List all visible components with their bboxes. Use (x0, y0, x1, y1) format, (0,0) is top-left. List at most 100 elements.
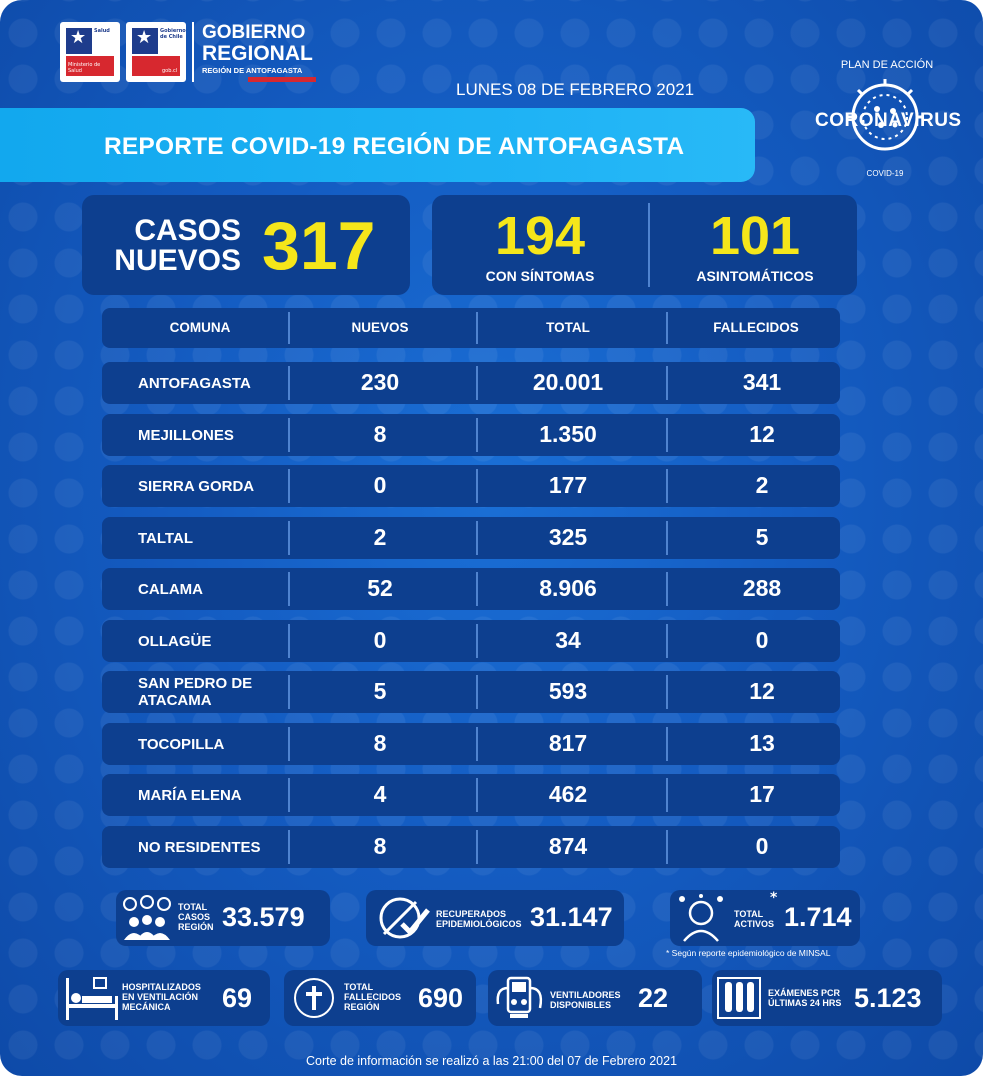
cell-comuna: MARÍA ELENA (138, 786, 242, 804)
active-note: * Según reporte epidemiológico de MINSAL (666, 948, 831, 958)
active-label: TOTAL ACTIVOS (734, 909, 775, 929)
recovered-box (366, 890, 624, 946)
recovered-label: RECUPERADOS EPIDEMIOLÓGICOS (436, 909, 522, 929)
col-fallecidos: FALLECIDOS (713, 320, 799, 335)
cross-icon (294, 978, 334, 1018)
org-line-3: REGIÓN DE ANTOFAGASTA (202, 66, 303, 75)
table-row (102, 568, 840, 610)
cell-total: 20.001 (532, 369, 604, 395)
row-separator (288, 624, 290, 658)
cell-comuna: ANTOFAGASTA (138, 374, 251, 392)
row-separator (476, 830, 478, 864)
table-header-bg (102, 308, 840, 348)
table-row (102, 362, 840, 404)
row-separator (476, 624, 478, 658)
cell-fallecidos: 13 (749, 730, 775, 756)
table-row (102, 723, 840, 765)
row-separator (666, 778, 668, 812)
row-separator (666, 624, 668, 658)
cell-nuevos: 5 (373, 678, 387, 704)
row-separator (666, 521, 668, 555)
hospitalized-value: 69 (222, 983, 253, 1013)
new-cases-label: CASOS NUEVOS (114, 214, 241, 277)
cell-fallecidos: 0 (755, 833, 769, 859)
cell-comuna: TALTAL (138, 529, 193, 547)
test-tubes-icon (717, 977, 761, 1019)
cell-nuevos: 52 (367, 575, 393, 601)
cell-nuevos: 230 (360, 369, 400, 395)
org-line-1: GOBIERNO (202, 22, 306, 43)
cell-fallecidos: 0 (755, 627, 769, 653)
total-cases-label: TOTAL CASOS REGIÓN (178, 902, 214, 932)
new-cases-panel (82, 195, 410, 295)
row-separator (476, 418, 478, 452)
cell-nuevos: 8 (373, 833, 387, 859)
hospital-bed-icon (66, 977, 118, 1020)
symptoms-panel (432, 195, 857, 295)
active-value: 1.714 (784, 902, 852, 932)
symptomatic-value: 194 (494, 206, 586, 266)
cell-total: 1.350 (539, 421, 597, 447)
asymptomatic-label: ASINTOMÁTICOS (696, 268, 814, 284)
row-separator (476, 572, 478, 606)
row-separator (476, 469, 478, 503)
pcr-value: 5.123 (854, 983, 922, 1013)
asymptomatic-value: 101 (709, 206, 801, 266)
cell-fallecidos: 17 (749, 781, 775, 807)
report-title: REPORTE COVID-19 REGIÓN DE ANTOFAGASTA (104, 133, 685, 160)
cell-nuevos: 0 (373, 627, 387, 653)
row-separator (666, 418, 668, 452)
logo-divider (192, 22, 194, 82)
badge-sub-text: COVID-19 (866, 169, 904, 178)
ventilators-label: VENTILADORES DISPONIBLES (550, 990, 621, 1010)
row-separator (476, 521, 478, 555)
row-separator (476, 778, 478, 812)
cell-nuevos: 8 (373, 421, 387, 447)
row-separator (476, 727, 478, 761)
person-virus-icon (679, 894, 723, 942)
symptomatic-label: CON SÍNTOMAS (485, 268, 595, 284)
row-separator (666, 675, 668, 709)
row-separator (288, 727, 290, 761)
new-cases-value: 317 (262, 208, 376, 284)
cell-fallecidos: 288 (742, 575, 782, 601)
table-row (102, 671, 840, 713)
check-virus-icon (379, 897, 430, 939)
ventilator-icon (496, 976, 543, 1018)
cell-comuna: MEJILLONES (138, 426, 234, 444)
row-separator (476, 675, 478, 709)
row-separator (666, 830, 668, 864)
table-row (102, 517, 840, 559)
pcr-label: EXÁMENES PCR ÚLTIMAS 24 HRS (768, 988, 842, 1008)
active-box (670, 890, 860, 946)
cell-total: 325 (548, 524, 588, 550)
cell-comuna: TOCOPILLA (138, 735, 225, 753)
people-virus-icon (123, 895, 171, 940)
table-row (102, 774, 840, 816)
symptoms-divider (648, 203, 650, 287)
cell-total: 34 (555, 627, 581, 653)
org-line-2: REGIONAL (202, 42, 313, 65)
row-separator (288, 366, 290, 400)
title-bar (0, 108, 755, 182)
cell-fallecidos: 12 (749, 421, 775, 447)
cell-comuna: SIERRA GORDA (138, 477, 255, 495)
active-asterisk: * (770, 890, 778, 906)
recovered-value: 31.147 (530, 902, 613, 932)
cell-comuna: SAN PEDRO DE ATACAMA (138, 675, 253, 709)
footer-note: Corte de información se realizó a las 21… (305, 1054, 678, 1068)
cell-comuna: CALAMA (138, 580, 203, 598)
cell-fallecidos: 341 (742, 369, 782, 395)
cell-nuevos: 0 (373, 472, 387, 498)
deaths-value: 690 (418, 983, 464, 1013)
cell-nuevos: 4 (373, 781, 387, 807)
cell-nuevos: 2 (373, 524, 387, 550)
cell-total: 874 (548, 833, 588, 859)
row-separator (288, 830, 290, 864)
row-separator (476, 366, 478, 400)
row-separator (288, 675, 290, 709)
cell-total: 462 (548, 781, 588, 807)
badge-main-text: CORONAVIRUS (815, 110, 962, 131)
row-separator (666, 469, 668, 503)
